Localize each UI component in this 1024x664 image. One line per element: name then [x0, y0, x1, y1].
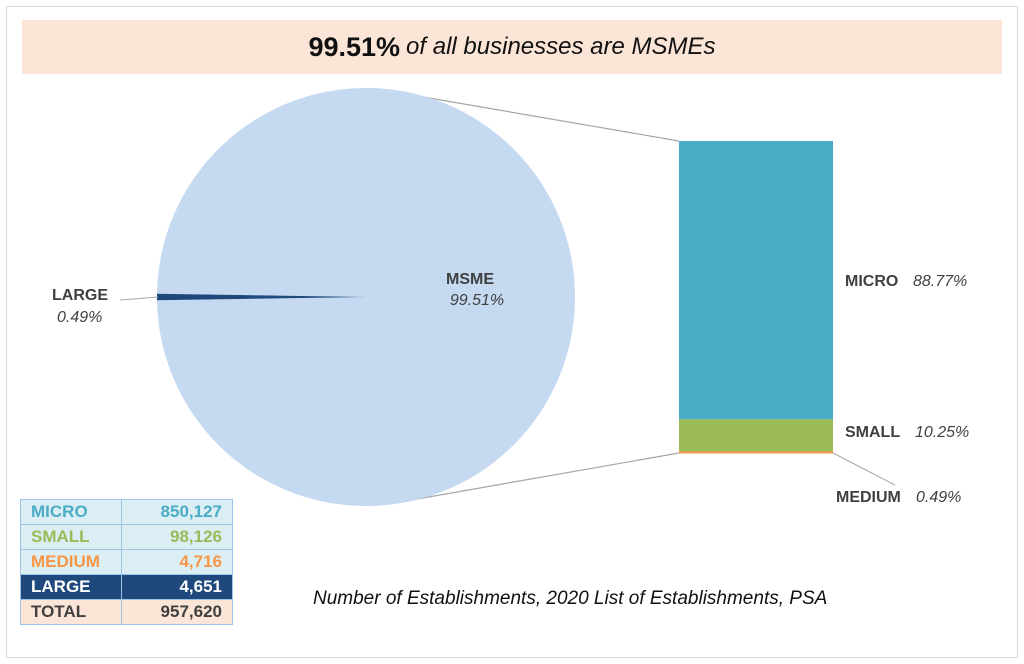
table-cell-label: TOTAL — [20, 599, 122, 625]
connector-bottom — [399, 452, 680, 503]
table-cell-value: 98,126 — [121, 524, 233, 550]
frame-border — [6, 6, 1018, 658]
table-cell-label: SMALL — [20, 524, 122, 550]
source-note: Number of Establishments, 2020 List of E… — [313, 588, 828, 609]
table-cell-label: LARGE — [20, 574, 122, 600]
pie — [157, 87, 575, 506]
large-leader-line — [119, 296, 159, 301]
large-value: 0.49% — [57, 309, 102, 326]
headline-percent: 99.51% — [308, 31, 401, 62]
small-value: 10.25% — [915, 424, 969, 441]
bar-segment-small — [679, 419, 833, 452]
medium-value: 0.49% — [916, 489, 961, 506]
large-label: LARGE — [52, 287, 108, 304]
table-row-micro: MICRO 850,127 — [20, 499, 233, 525]
table-cell-label: MICRO — [20, 499, 122, 525]
bar-segment-medium — [679, 451, 833, 454]
medium-label: MEDIUM — [836, 489, 901, 506]
msme-label: MSME — [446, 271, 494, 288]
table-row-medium: MEDIUM 4,716 — [20, 549, 233, 575]
pie-slice-msme — [157, 87, 575, 506]
medium-leader-line — [832, 452, 896, 486]
table-cell-value: 957,620 — [121, 599, 233, 625]
table-cell-value: 4,651 — [121, 574, 233, 600]
small-label: SMALL — [845, 424, 900, 441]
headline-text: of all businesses are MSMEs — [406, 33, 716, 60]
table-row-large: LARGE 4,651 — [20, 574, 233, 600]
table-row-total: TOTAL 957,620 — [20, 599, 233, 625]
counts-table: MICRO 850,127 SMALL 98,126 MEDIUM 4,716 LARGE 4… — [20, 499, 233, 625]
msme-value: 99.51% — [450, 292, 504, 309]
connector-top — [399, 92, 680, 142]
pie-slice-large — [157, 293, 366, 301]
table-cell-value: 850,127 — [121, 499, 233, 525]
micro-label: MICRO — [845, 273, 898, 290]
table-cell-value: 4,716 — [121, 549, 233, 575]
micro-value: 88.77% — [913, 273, 967, 290]
bar-segment-micro — [679, 141, 833, 420]
table-cell-label: MEDIUM — [20, 549, 122, 575]
stacked-bar — [679, 141, 833, 454]
table-row-small: SMALL 98,126 — [20, 524, 233, 550]
headline-banner: 99.51% of all businesses are MSMEs — [22, 20, 1002, 74]
